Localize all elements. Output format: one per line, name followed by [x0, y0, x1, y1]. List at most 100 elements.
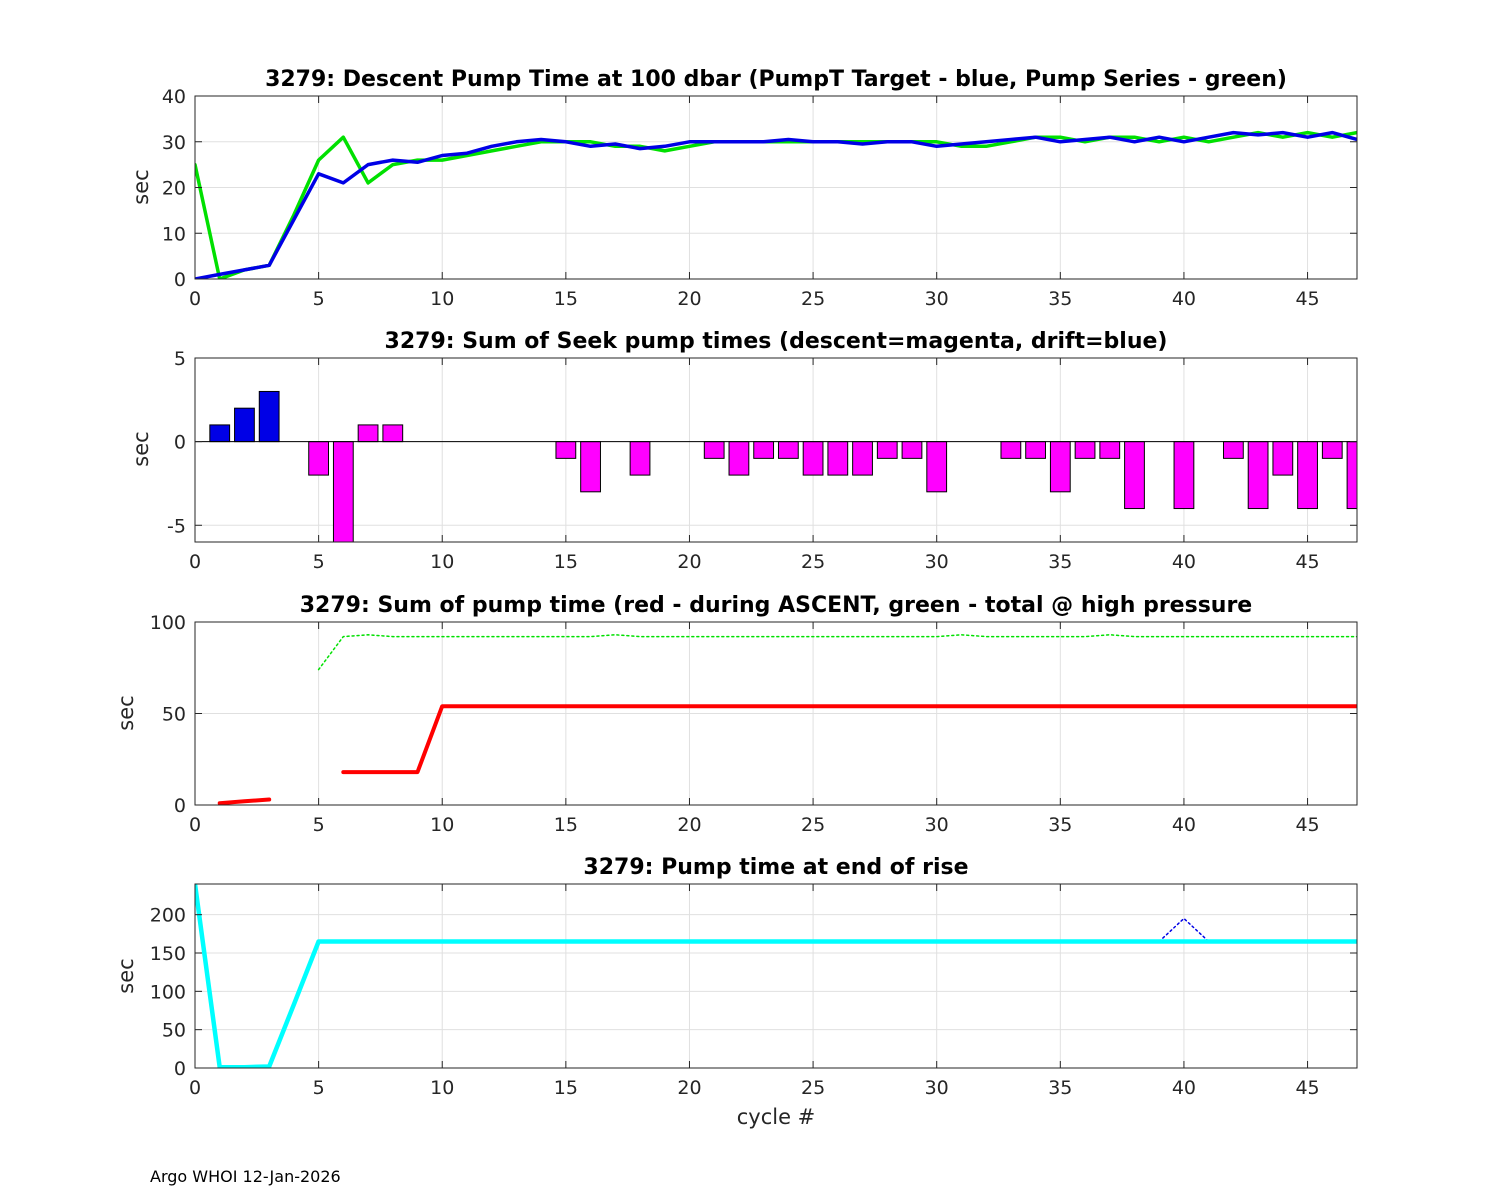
- bar: [1272, 441, 1294, 476]
- panel-seek-pump-times: 3279: Sum of Seek pump times (descent=ma…: [129, 329, 1358, 573]
- axes-box: [194, 883, 1358, 1069]
- y-tick-label: 100: [150, 612, 186, 634]
- axes-box: [194, 357, 1358, 543]
- x-tick-label: 40: [1172, 551, 1196, 573]
- bar: [703, 441, 725, 459]
- panel-title: 3279: Sum of Seek pump times (descent=ma…: [385, 329, 1168, 354]
- x-tick-label: 35: [1048, 1077, 1072, 1099]
- bar: [234, 407, 255, 443]
- x-tick-label: 0: [189, 1077, 201, 1099]
- x-tick-label: 45: [1295, 288, 1319, 310]
- y-tick-label: 10: [162, 223, 186, 245]
- x-tick-label: 30: [925, 1077, 949, 1099]
- x-tick-label: 15: [554, 551, 578, 573]
- bar: [1074, 441, 1096, 459]
- bar: [332, 441, 354, 542]
- x-tick-label: 35: [1048, 551, 1072, 573]
- plot-marks: [195, 884, 1357, 1068]
- bar: [258, 390, 280, 443]
- y-tick-label: 40: [162, 86, 186, 108]
- series-line: [195, 130, 1357, 279]
- bar: [827, 441, 849, 476]
- x-tick-label: 40: [1172, 814, 1196, 836]
- panel-title: 3279: Descent Pump Time at 100 dbar (Pum…: [265, 67, 1287, 92]
- panel-descent-pump-time: 3279: Descent Pump Time at 100 dbar (Pum…: [129, 67, 1358, 310]
- bar: [357, 424, 379, 443]
- x-tick-label: 30: [925, 814, 949, 836]
- bar: [777, 441, 799, 459]
- x-tick-label: 45: [1295, 814, 1319, 836]
- bar: [555, 441, 577, 459]
- series-line: [217, 797, 272, 805]
- x-tick-label: 10: [430, 288, 454, 310]
- x-tick-label: 35: [1048, 814, 1072, 836]
- x-tick-label: 20: [677, 551, 701, 573]
- x-tick-label: 15: [554, 288, 578, 310]
- x-tick-label: 5: [313, 814, 325, 836]
- y-tick-label: 50: [162, 704, 186, 726]
- x-tick-label: 40: [1172, 1077, 1196, 1099]
- bar: [901, 441, 923, 459]
- y-tick-label: -5: [167, 515, 186, 537]
- y-tick-label: 0: [174, 269, 186, 291]
- x-tick-label: 0: [189, 814, 201, 836]
- x-tick-label: 25: [801, 551, 825, 573]
- y-tick-label: 0: [174, 795, 186, 817]
- bar: [308, 441, 330, 476]
- x-tick-label: 0: [189, 551, 201, 573]
- series-line: [1158, 917, 1210, 943]
- y-tick-label: 0: [174, 432, 186, 454]
- x-tick-label: 20: [677, 814, 701, 836]
- plot-marks: [217, 634, 1357, 805]
- x-tick-label: 30: [925, 551, 949, 573]
- x-tick-label: 5: [313, 1077, 325, 1099]
- series-line: [195, 884, 1357, 1068]
- x-tick-label: 10: [430, 814, 454, 836]
- bar: [629, 441, 651, 476]
- bar: [852, 441, 873, 476]
- plot-marks: [209, 390, 1357, 542]
- bar: [1247, 441, 1269, 510]
- panel-pump-time-end-of-rise: 3279: Pump time at end of rise 0 5 10 15 20 2…: [114, 855, 1358, 1129]
- bar: [728, 441, 750, 476]
- y-axis-label: sec: [129, 169, 153, 204]
- bar: [1049, 441, 1071, 493]
- x-tick-label: 20: [677, 288, 701, 310]
- bar: [1321, 441, 1343, 459]
- bar: [876, 441, 898, 459]
- y-tick-label: 5: [174, 348, 186, 370]
- x-tick-label: 40: [1172, 288, 1196, 310]
- bar: [802, 441, 824, 476]
- footer-credit: Argo WHOI 12-Jan-2026: [150, 1167, 341, 1186]
- bar: [1000, 441, 1022, 459]
- x-tick-label: 25: [801, 288, 825, 310]
- axes: 0 5 10 15 20 25 30 35 40 45-505: [167, 348, 1358, 573]
- x-tick-label: 15: [554, 814, 578, 836]
- bar: [1025, 441, 1046, 459]
- y-axis-label: sec: [114, 958, 138, 993]
- y-tick-label: 150: [150, 943, 186, 965]
- x-tick-label: 10: [430, 551, 454, 573]
- plot-marks: [195, 130, 1357, 279]
- y-tick-label: 20: [162, 178, 186, 200]
- y-tick-label: 30: [162, 132, 186, 154]
- panel-title: 3279: Pump time at end of rise: [583, 855, 968, 880]
- x-tick-label: 45: [1295, 551, 1319, 573]
- bar: [1099, 441, 1121, 459]
- x-tick-label: 35: [1048, 288, 1072, 310]
- bar: [1222, 441, 1244, 459]
- panel-sum-of-pump-time: 3279: Sum of pump time (red - during ASC…: [114, 593, 1358, 836]
- series-line: [317, 634, 1357, 671]
- bar: [753, 441, 775, 459]
- y-tick-label: 50: [162, 1020, 186, 1042]
- x-tick-label: 30: [925, 288, 949, 310]
- bar: [382, 424, 404, 443]
- axes: 0 5 10 15 20 25 30 35 40 45 0 50 100: [150, 612, 1358, 836]
- x-tick-label: 20: [677, 1077, 701, 1099]
- x-tick-label: 5: [313, 288, 325, 310]
- x-tick-label: 0: [189, 288, 201, 310]
- x-tick-label: 15: [554, 1077, 578, 1099]
- series-line: [341, 704, 1357, 775]
- bar: [1124, 441, 1145, 510]
- x-tick-label: 5: [313, 551, 325, 573]
